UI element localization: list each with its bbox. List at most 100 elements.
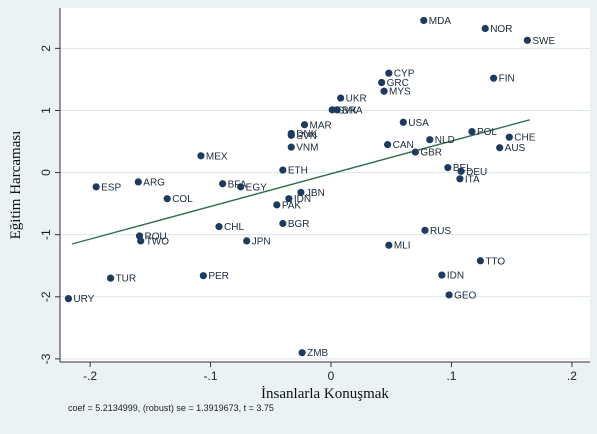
data-point: [273, 201, 281, 209]
data-point: [476, 257, 484, 265]
data-point: [496, 144, 504, 152]
point-label: JPN: [252, 236, 271, 247]
point-label: CAN: [393, 140, 414, 151]
y-tick-label: 1: [39, 107, 53, 114]
point-label: PAK: [282, 200, 302, 211]
point-label: MDA: [429, 16, 452, 27]
data-point: [384, 141, 392, 149]
point-label: MLI: [394, 241, 411, 252]
point-label: DNK: [296, 129, 317, 140]
point-label: URY: [73, 294, 94, 305]
point-label: GRC: [387, 78, 409, 89]
y-tick-label: 2: [39, 45, 53, 52]
y-tick-label: 0: [39, 169, 53, 176]
point-label: VNM: [296, 143, 318, 154]
point-label: JBN: [306, 188, 325, 199]
point-label: BRA: [342, 105, 363, 116]
data-point: [297, 188, 305, 197]
data-point: [287, 131, 295, 139]
data-point: [298, 349, 306, 357]
regression-note: coef = 5.2134999, (robust) se = 1.391967…: [68, 403, 274, 413]
point-label: ROU: [145, 231, 167, 242]
data-point: [380, 87, 388, 95]
data-point: [300, 121, 309, 129]
y-tick-label: -1: [39, 229, 53, 240]
data-point: [505, 133, 513, 141]
data-point: [285, 195, 293, 203]
point-label: NLD: [435, 135, 455, 146]
data-point: [92, 183, 100, 191]
data-point: [134, 178, 142, 186]
data-point: [64, 295, 73, 303]
data-point: [163, 195, 171, 203]
y-tick-label: -2: [39, 291, 53, 302]
data-point: [385, 241, 393, 249]
data-point: [215, 223, 223, 231]
data-point: [337, 94, 345, 102]
point-label: GEO: [454, 290, 476, 301]
point-label: RUS: [430, 226, 451, 237]
data-point: [420, 16, 428, 25]
data-point: [237, 183, 245, 191]
x-tick-label: .2: [567, 369, 577, 383]
point-label: MYS: [389, 87, 411, 98]
data-point: [137, 237, 145, 245]
data-point: [287, 143, 295, 151]
axes: -3 -2 -1 0 1 2 -.2 -.1 0 .1 .2: [39, 8, 590, 383]
point-label: BFA: [228, 179, 247, 190]
point-label: CYP: [394, 69, 415, 80]
point-label: BGR: [288, 219, 310, 230]
data-point: [490, 74, 498, 82]
data-point: [444, 164, 452, 172]
point-label: AUS: [505, 143, 526, 154]
point-label: IDN: [294, 194, 311, 205]
point-label: MEX: [206, 151, 228, 162]
point-label: COL: [172, 194, 193, 205]
point-label: NOR: [490, 24, 512, 35]
data-point: [243, 237, 251, 245]
x-tick-label: -.2: [83, 369, 97, 383]
x-tick-label: .1: [446, 369, 456, 383]
y-tick-label: -3: [39, 353, 53, 364]
y-axis-title: Eğitim Harcaması: [8, 131, 24, 240]
point-label: POL: [477, 127, 497, 138]
point-label: PER: [208, 271, 229, 282]
data-point: [333, 106, 341, 114]
point-label: SWE: [532, 36, 555, 47]
data-point: [219, 180, 227, 188]
data-point: [481, 24, 489, 33]
point-label: MAR: [310, 120, 332, 131]
x-tick-label: -.1: [204, 369, 218, 383]
data-point: [468, 127, 476, 136]
point-label: IDN: [447, 271, 464, 282]
data-point: [411, 148, 419, 156]
data-point: [426, 136, 434, 144]
grid-lines: [60, 47, 590, 360]
data-point: [279, 166, 287, 174]
point-label: TWO: [146, 236, 170, 247]
point-label: DEU: [466, 167, 487, 178]
data-point: [106, 274, 115, 282]
point-label: TTO: [485, 256, 505, 267]
data-point: [445, 291, 453, 299]
data-point: [385, 69, 393, 77]
point-label: ITA: [465, 174, 480, 185]
data-point: [378, 78, 386, 87]
x-tick-label: 0: [328, 369, 335, 383]
fit-line: [71, 119, 530, 245]
point-label: FIN: [499, 74, 515, 85]
plot-area: [60, 8, 590, 362]
data-point: [456, 175, 464, 183]
point-label: CHE: [514, 133, 535, 144]
point-label: GBR: [420, 148, 442, 159]
point-label: TUR: [116, 274, 137, 285]
point-label: USA: [408, 118, 429, 129]
data-point: [523, 36, 531, 44]
point-label: SVN: [296, 131, 317, 142]
point-label: CHL: [224, 222, 244, 233]
point-label: SVK: [337, 105, 357, 116]
point-label: ZMB: [307, 348, 328, 359]
